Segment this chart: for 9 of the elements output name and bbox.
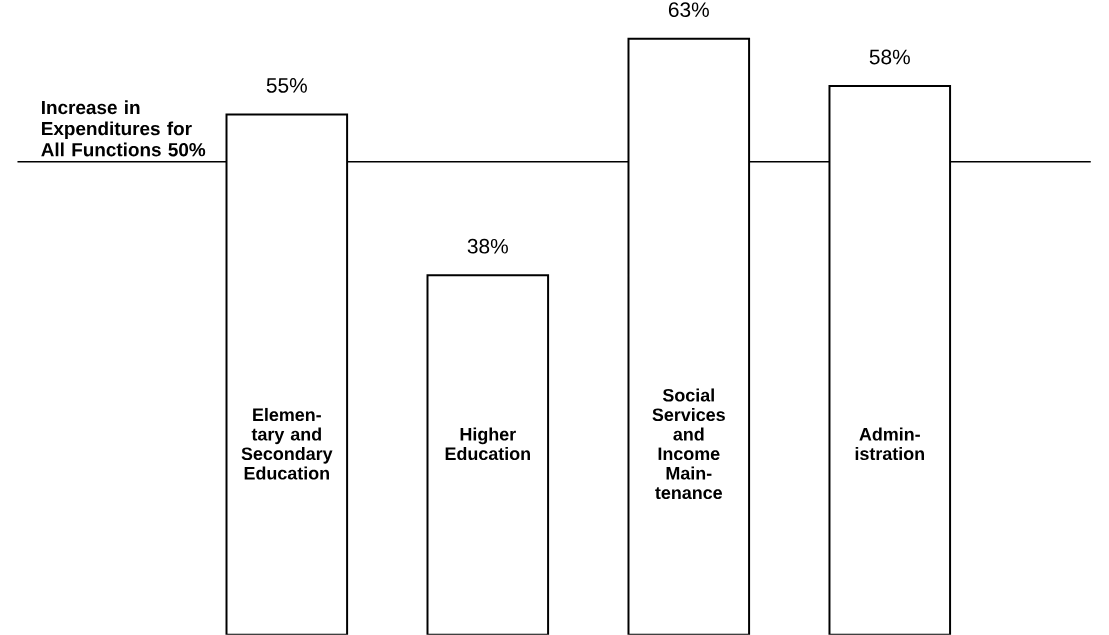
x-tick-label: Social Services and Income Main-tenance xyxy=(652,388,725,500)
x-tick-label: Higher Education xyxy=(445,427,530,461)
data-label: 55% xyxy=(266,78,307,93)
ref-line-label: Increase in Expenditures for All Functions 50% xyxy=(41,100,206,157)
x-tick-label: Elemen-tary and Secondary Education xyxy=(241,408,333,480)
x-tick-label: Admin-istration xyxy=(855,427,924,461)
data-label: 63% xyxy=(668,2,709,18)
data-label: 58% xyxy=(869,49,910,65)
data-label: 38% xyxy=(467,238,508,254)
